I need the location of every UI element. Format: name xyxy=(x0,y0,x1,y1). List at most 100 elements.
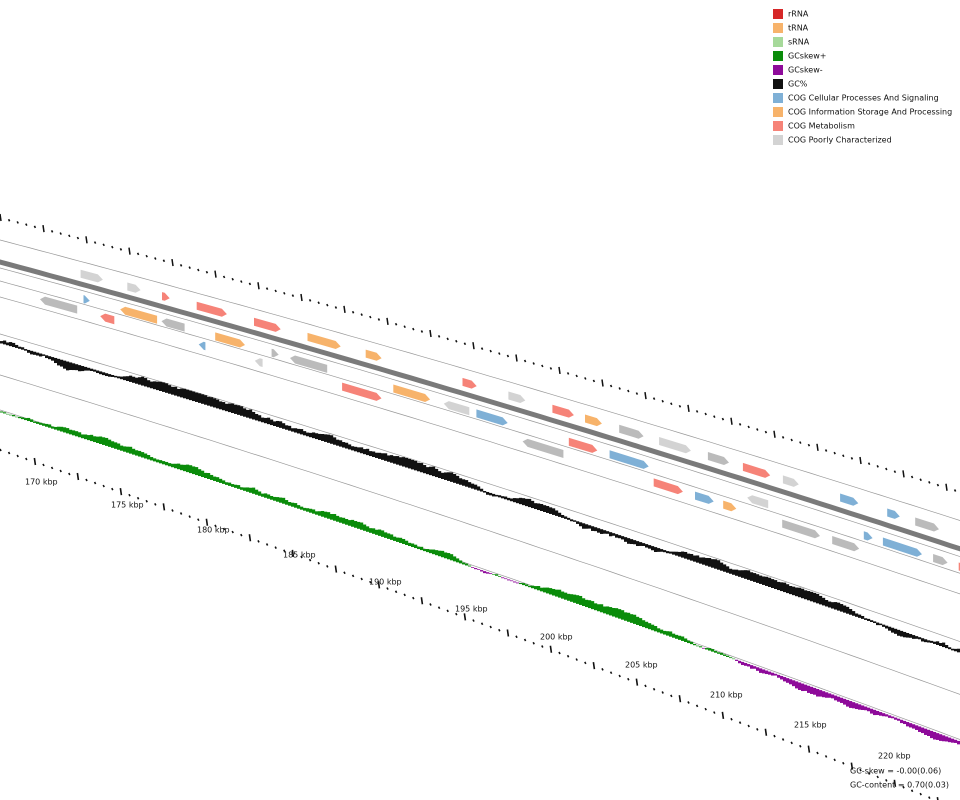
gc-skew-bar xyxy=(744,662,748,666)
gc-skew-bar xyxy=(408,542,412,547)
tick xyxy=(687,701,690,704)
tick xyxy=(885,779,888,782)
gc-skew-bar xyxy=(438,550,442,557)
gc-skew-bar xyxy=(15,416,19,418)
gc-skew-bar xyxy=(267,494,271,499)
gc-bar xyxy=(123,376,127,381)
gc-skew-bar xyxy=(825,692,829,698)
gc-skew-bar xyxy=(741,661,745,666)
tick xyxy=(893,779,897,787)
gc-bar xyxy=(327,434,331,443)
gene xyxy=(127,282,141,293)
tick xyxy=(33,225,37,229)
tick xyxy=(799,744,802,748)
gc-bar xyxy=(42,354,46,356)
gene xyxy=(198,341,206,351)
gc-bar xyxy=(225,403,229,412)
gc-skew-bar xyxy=(510,580,514,582)
gc-skew-bar xyxy=(183,464,187,472)
tick xyxy=(463,613,467,621)
gc-skew-bar xyxy=(885,714,889,717)
gc-bar xyxy=(180,388,184,398)
tick xyxy=(240,533,243,537)
tick xyxy=(326,565,329,568)
gc-bar xyxy=(174,386,178,396)
gene xyxy=(290,355,328,373)
gc-bar xyxy=(702,557,706,565)
gc-skew-bar xyxy=(27,417,31,422)
gc-bar xyxy=(783,582,787,593)
tick xyxy=(394,590,398,594)
tick xyxy=(885,467,888,471)
gc-bar xyxy=(27,349,31,353)
tick xyxy=(790,741,793,745)
gc-skew-bar xyxy=(726,655,730,658)
gc-skew-bar xyxy=(354,521,358,528)
gc-bar xyxy=(465,480,469,487)
gene xyxy=(462,377,477,389)
tick xyxy=(248,534,252,542)
gc-skew-bar xyxy=(780,675,784,680)
tick xyxy=(119,488,123,496)
gc-skew-bar xyxy=(690,641,694,645)
gc-skew-bar xyxy=(399,537,403,543)
gc-skew-bar xyxy=(849,701,853,708)
tick xyxy=(910,475,914,479)
legend-swatch xyxy=(773,121,783,131)
gc-bar xyxy=(750,572,754,581)
tick xyxy=(76,472,80,481)
gc-bar xyxy=(381,453,385,460)
gc-bar xyxy=(642,543,646,546)
tick xyxy=(515,354,518,362)
gc-skew-bar xyxy=(336,515,340,522)
gc-skew-bar xyxy=(66,428,70,434)
tick xyxy=(403,593,406,597)
gc-bar xyxy=(210,397,214,407)
gc-bar xyxy=(870,620,874,622)
gene xyxy=(254,358,263,367)
gc-skew-bar xyxy=(831,694,835,699)
tick xyxy=(876,775,879,779)
legend-swatch xyxy=(773,79,783,89)
gc-bar xyxy=(822,597,826,606)
tick xyxy=(257,282,260,290)
gc-bar xyxy=(453,474,457,483)
gc-skew-bar xyxy=(51,426,55,429)
gc-skew-bar xyxy=(735,659,739,661)
axis-label: 185 kbp xyxy=(283,551,316,560)
gc-bar xyxy=(315,433,319,440)
gc-bar xyxy=(258,415,262,422)
gene xyxy=(568,437,598,453)
tick xyxy=(334,565,338,573)
gc-bar xyxy=(573,520,577,522)
gc-bar xyxy=(114,375,118,378)
gc-bar xyxy=(417,462,421,472)
gc-bar xyxy=(654,547,658,552)
tick xyxy=(145,254,148,258)
gc-bar xyxy=(15,344,19,348)
gc-bar xyxy=(348,444,352,450)
tick xyxy=(7,451,11,455)
gc-skew-bar xyxy=(819,690,823,697)
gc-bar xyxy=(120,376,124,380)
gc-bar xyxy=(291,428,295,432)
gc-skew-bar xyxy=(246,487,250,492)
gc-bar xyxy=(825,600,829,607)
gc-skew-bar xyxy=(57,426,61,431)
gc-skew-bar xyxy=(882,713,886,717)
gc-skew-bar xyxy=(93,436,97,443)
gc-bar xyxy=(555,510,559,516)
gc-skew-bar xyxy=(435,550,439,556)
gc-bar xyxy=(612,533,616,536)
gc-skew-bar xyxy=(84,434,88,440)
tick xyxy=(300,293,303,302)
gc-skew-bar xyxy=(468,565,472,567)
gene xyxy=(707,452,729,465)
tick xyxy=(42,224,45,233)
tick xyxy=(609,384,613,388)
gc-skew-bar xyxy=(9,414,13,416)
gc-bar xyxy=(48,356,52,360)
gc-bar xyxy=(246,409,250,418)
gc-bar xyxy=(525,498,529,507)
gc-bar xyxy=(477,486,481,491)
